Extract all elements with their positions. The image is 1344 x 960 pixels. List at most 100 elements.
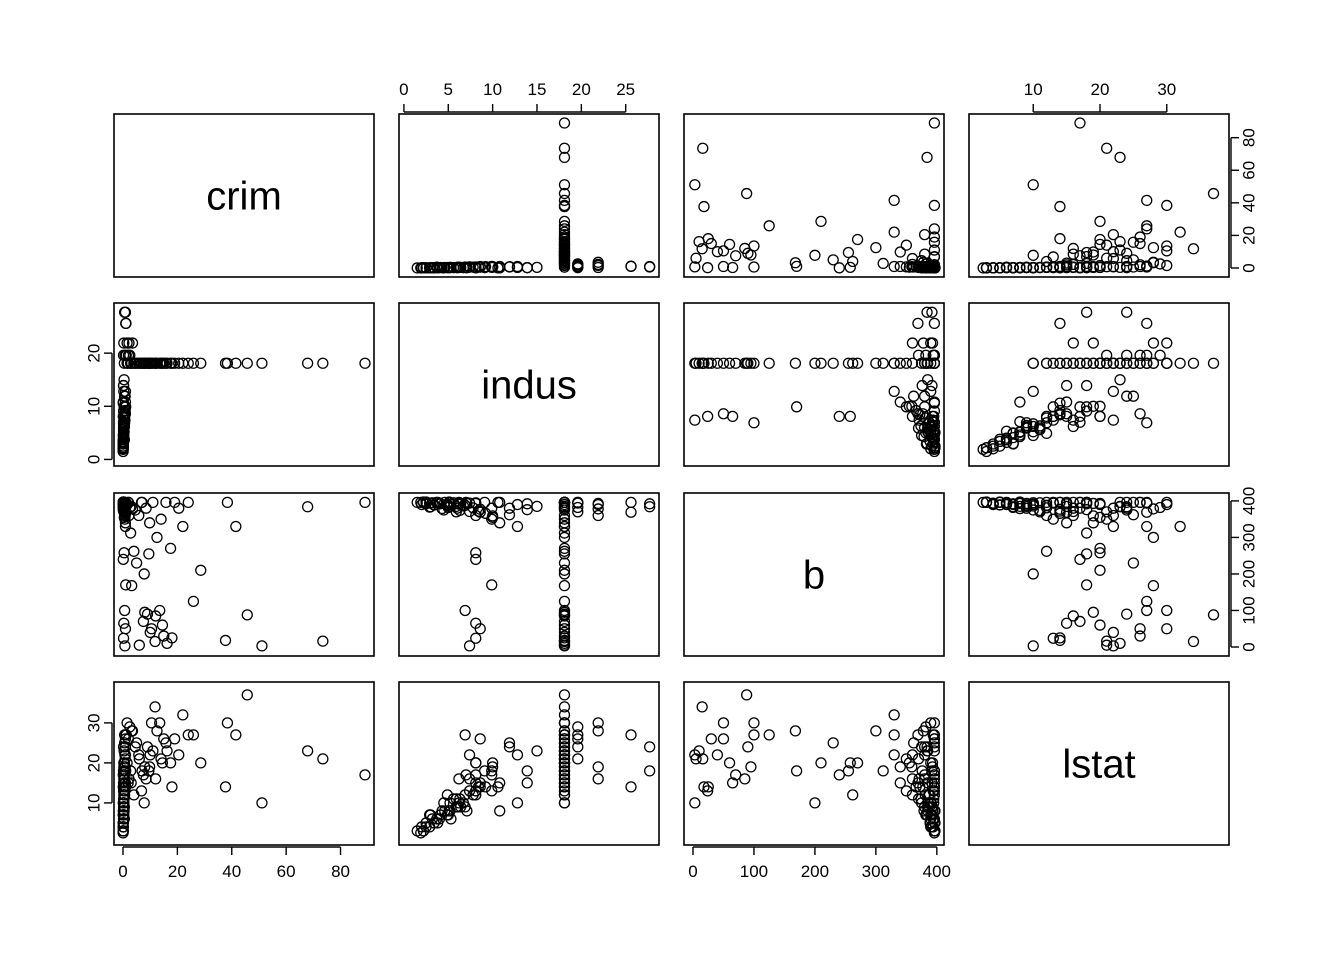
- point-indus-vs-crim-119: [138, 357, 150, 369]
- point-b-vs-lstat-67: [1054, 496, 1066, 509]
- point-lstat-vs-crim-131: [119, 733, 132, 745]
- point-b-vs-lstat-129: [1014, 496, 1026, 509]
- right-tick-label-b-300: 300: [1240, 523, 1259, 551]
- point-b-vs-indus-70: [625, 506, 637, 518]
- point-crim-vs-indus-103: [558, 233, 571, 245]
- point-crim-vs-b-132: [748, 261, 760, 273]
- point-b-vs-crim-95: [158, 630, 170, 642]
- point-b-vs-indus-67: [625, 496, 637, 509]
- point-indus-vs-b-104: [842, 357, 855, 369]
- point-lstat-vs-indus-95: [558, 733, 571, 745]
- point-indus-vs-b-108: [740, 357, 753, 369]
- point-b-vs-lstat-84: [1094, 542, 1106, 555]
- point-lstat-vs-indus-131: [474, 733, 486, 745]
- point-indus-vs-crim-102: [161, 357, 173, 369]
- point-crim-vs-lstat-104: [1080, 246, 1093, 259]
- point-indus-vs-lstat-39: [1060, 408, 1073, 420]
- point-lstat-vs-crim-102: [161, 745, 173, 757]
- point-lstat-vs-crim-107: [221, 717, 234, 729]
- right-tick-label-crim-60: 60: [1240, 161, 1259, 180]
- point-indus-vs-b-81: [870, 357, 882, 369]
- point-b-vs-lstat-86: [1107, 502, 1120, 514]
- point-lstat-vs-b-99: [711, 749, 724, 761]
- point-b-vs-lstat-83: [1127, 496, 1140, 509]
- point-indus-vs-b-125: [928, 420, 941, 433]
- point-indus-vs-b-73: [925, 357, 937, 369]
- point-b-vs-indus-50: [441, 498, 454, 511]
- point-indus-vs-b-49: [922, 422, 934, 434]
- point-indus-vs-lstat-128: [1027, 385, 1039, 398]
- point-indus-vs-lstat-134: [1121, 390, 1133, 402]
- point-indus-vs-lstat-119: [1027, 357, 1039, 369]
- point-indus-vs-b-48: [928, 442, 941, 454]
- point-b-vs-indus-38: [433, 497, 446, 509]
- point-crim-vs-b-70: [912, 260, 924, 272]
- point-indus-vs-lstat-17: [1027, 420, 1039, 433]
- point-crim-vs-lstat-95: [1134, 237, 1146, 250]
- point-crim-vs-lstat-87: [1174, 226, 1186, 238]
- left-tick-label-indus-10: 10: [85, 397, 104, 416]
- top-tick-label-lstat-20: 20: [1091, 80, 1110, 99]
- panel-lstat-vs-indus: [398, 681, 660, 846]
- point-b-vs-indus-57: [503, 509, 516, 521]
- point-lstat-vs-b-76: [906, 749, 919, 761]
- point-b-vs-indus-106: [558, 520, 571, 533]
- point-b-vs-indus-55: [521, 504, 533, 516]
- right-tick-label-b-0: 0: [1240, 642, 1259, 651]
- point-lstat-vs-crim-109: [256, 797, 268, 809]
- point-lstat-vs-indus-99: [558, 749, 571, 761]
- point-indus-vs-lstat-126: [1094, 400, 1106, 412]
- point-indus-vs-b-96: [730, 357, 742, 369]
- point-b-vs-indus-118: [558, 496, 571, 509]
- point-b-vs-lstat-108: [1207, 609, 1220, 621]
- right-tick-label-crim-20: 20: [1240, 226, 1259, 245]
- point-crim-vs-lstat-86: [1107, 228, 1120, 241]
- panel-crim-vs-b: [683, 113, 945, 278]
- point-b-vs-lstat-16: [1047, 513, 1059, 525]
- point-crim-vs-b-104: [842, 246, 855, 259]
- point-lstat-vs-b-81: [870, 725, 882, 737]
- point-crim-vs-lstat-130: [1107, 261, 1120, 273]
- point-crim-vs-lstat-120: [1047, 262, 1059, 274]
- point-lstat-vs-crim-112: [359, 769, 371, 781]
- point-b-vs-indus-25: [494, 517, 506, 529]
- point-lstat-vs-indus-69: [643, 741, 656, 753]
- point-b-vs-lstat-95: [1134, 630, 1146, 642]
- point-lstat-vs-crim-103: [166, 781, 178, 793]
- point-indus-vs-lstat-36: [1034, 420, 1046, 432]
- point-indus-vs-lstat-66: [1147, 337, 1160, 349]
- point-indus-vs-b-123: [844, 410, 856, 423]
- variable-label-lstat: lstat: [1062, 743, 1135, 787]
- point-indus-vs-crim-132: [118, 417, 131, 429]
- point-crim-vs-b-81: [870, 241, 882, 254]
- point-b-vs-crim-121: [118, 617, 130, 629]
- point-indus-vs-crim-66: [126, 337, 139, 349]
- point-indus-vs-lstat-95: [1134, 357, 1146, 369]
- point-crim-vs-indus-128: [511, 261, 524, 274]
- point-crim-vs-indus-109: [558, 179, 571, 191]
- point-indus-vs-crim-114: [130, 357, 143, 369]
- point-crim-vs-lstat-118: [1047, 251, 1059, 263]
- point-lstat-vs-indus-52: [511, 749, 524, 761]
- point-lstat-vs-b-71: [906, 773, 919, 785]
- point-crim-vs-b-25: [894, 260, 906, 273]
- point-lstat-vs-b-106: [888, 729, 900, 741]
- point-b-vs-lstat-114: [1127, 557, 1140, 569]
- point-indus-vs-lstat-63: [1161, 337, 1173, 349]
- point-lstat-vs-crim-92: [145, 717, 158, 729]
- point-crim-vs-lstat-106: [1141, 194, 1153, 207]
- point-lstat-vs-b-107: [928, 717, 941, 729]
- point-b-vs-lstat-44: [1087, 510, 1099, 522]
- point-lstat-vs-crim-81: [151, 725, 163, 737]
- point-crim-vs-b-109: [689, 179, 701, 191]
- top-tick-label-indus-10: 10: [483, 80, 502, 99]
- point-indus-vs-b-95: [705, 357, 717, 369]
- point-indus-vs-lstat-87: [1174, 357, 1186, 369]
- point-b-vs-crim-130: [119, 640, 131, 652]
- point-lstat-vs-indus-59: [592, 761, 604, 773]
- point-lstat-vs-indus-121: [470, 777, 482, 789]
- point-lstat-vs-crim-33: [117, 821, 129, 833]
- point-b-vs-lstat-88: [1141, 496, 1153, 509]
- point-crim-vs-lstat-101: [1094, 238, 1106, 251]
- point-lstat-vs-indus-124: [478, 765, 491, 777]
